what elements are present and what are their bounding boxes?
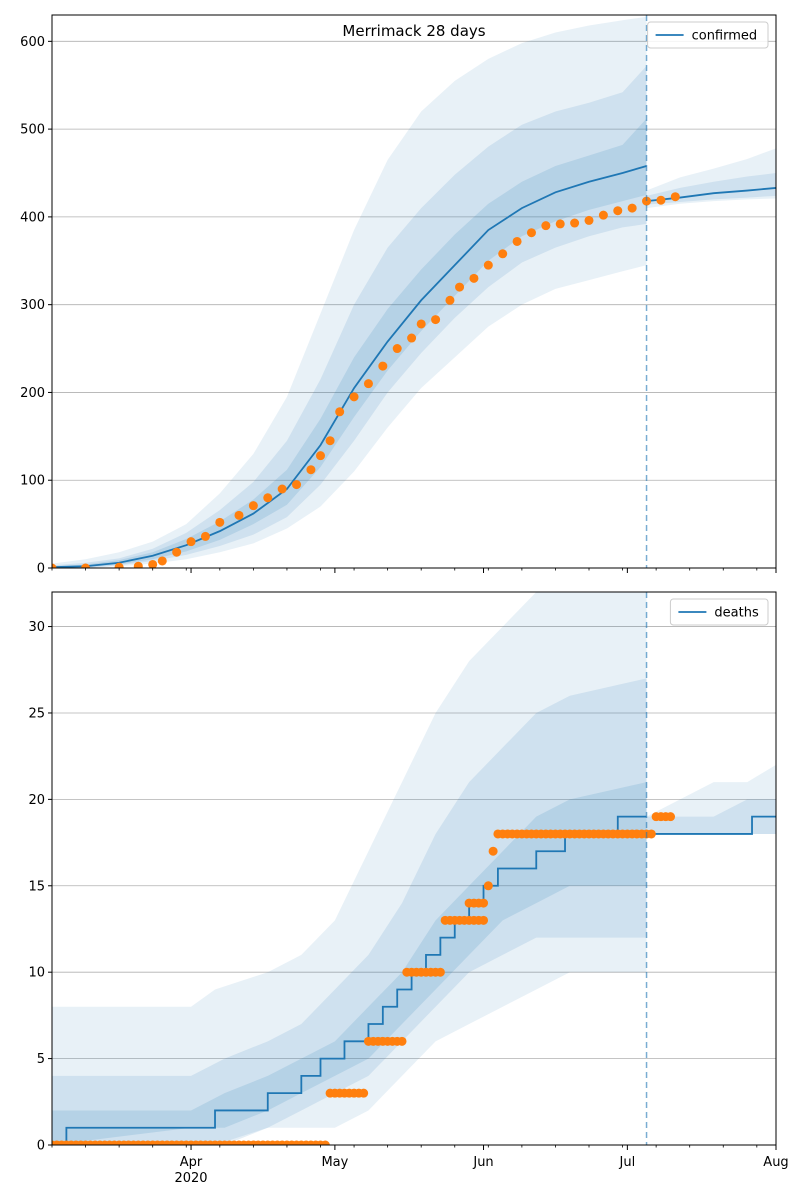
observed-point [392, 344, 402, 354]
x-tick-label: Jul [619, 1155, 636, 1170]
uncertainty-band-outer [52, 592, 647, 1145]
observed-point [378, 361, 388, 371]
observed-point [363, 379, 373, 389]
observed-point [416, 319, 426, 329]
median-line [52, 815, 647, 1145]
observed-point [359, 1088, 369, 1098]
y-tick-label: 15 [28, 879, 45, 894]
observed-point [407, 333, 417, 343]
median-line [52, 165, 647, 568]
observed-point [455, 282, 465, 292]
observed-point [263, 493, 273, 503]
observed-point [642, 196, 652, 206]
x-tick-label: May [321, 1155, 348, 1170]
observed-point [335, 407, 345, 417]
observed-point [541, 221, 551, 231]
observed-point [148, 559, 158, 568]
observed-point [555, 219, 565, 229]
observed-point [325, 436, 335, 446]
observed-point [320, 1140, 330, 1145]
y-tick-label: 300 [20, 298, 45, 313]
x-tick-label: Aug [763, 1155, 788, 1170]
observed-point [512, 236, 522, 246]
observed-point [114, 562, 124, 568]
y-tick-label: 400 [20, 210, 45, 225]
y-tick-label: 25 [28, 706, 45, 721]
chart-title: Merrimack 28 days [342, 22, 485, 40]
forecast-median-line [646, 187, 776, 202]
uncertainty-band-middle [52, 678, 647, 1145]
observed-point [172, 547, 182, 557]
observed-point [157, 556, 167, 566]
y-tick-label: 600 [20, 35, 45, 50]
observed-point [526, 228, 536, 238]
observed-point [570, 218, 580, 228]
x-tick-sublabel: 2020 [174, 1171, 207, 1186]
observed-point [200, 531, 210, 541]
y-tick-label: 100 [20, 474, 45, 489]
plot-area [52, 592, 776, 1145]
observed-point [397, 1036, 407, 1046]
uncertainty-band-outer [52, 16, 647, 568]
observed-point [598, 210, 608, 220]
observed-point [656, 195, 666, 205]
observed-point [488, 846, 498, 856]
observed-point [479, 915, 489, 925]
observed-point [234, 510, 244, 520]
uncertainty-band-forecast-inner [646, 799, 776, 834]
y-tick-label: 0 [37, 562, 45, 577]
observed-point [584, 215, 594, 225]
y-tick-label: 0 [37, 1139, 45, 1154]
observed-point [248, 501, 258, 511]
observed-point [670, 192, 680, 202]
uncertainty-band-inner [52, 118, 647, 568]
observed-point [52, 563, 57, 568]
legend-label: confirmed [692, 29, 758, 44]
x-tick-label: Jun [472, 1155, 493, 1170]
plot-area [52, 16, 776, 568]
observed-point [349, 392, 359, 402]
observed-point [613, 206, 623, 216]
y-tick-label: 20 [28, 793, 45, 808]
legend-label: deaths [714, 606, 759, 621]
observed-point [431, 315, 441, 325]
y-tick-label: 200 [20, 386, 45, 401]
observed-point [186, 537, 196, 547]
observed-point [479, 898, 489, 908]
observed-point [292, 480, 302, 490]
legend-box [669, 598, 769, 626]
x-tick-label: Apr [180, 1155, 203, 1170]
plot-frame [51, 14, 777, 569]
uncertainty-band-forecast-outer [646, 764, 776, 834]
observed-point [498, 249, 508, 259]
observed-point [316, 451, 326, 461]
legend-box [647, 21, 769, 49]
observed-point [666, 812, 676, 822]
observed-point [483, 260, 493, 270]
observed-point [133, 561, 143, 568]
y-tick-label: 500 [20, 123, 45, 138]
observed-point [81, 563, 91, 568]
y-tick-label: 10 [28, 966, 45, 981]
observed-point [483, 881, 493, 891]
observed-point [435, 967, 445, 977]
observed-point [277, 484, 287, 494]
observed-point [469, 273, 479, 283]
uncertainty-band-middle [52, 65, 647, 568]
observed-point [445, 295, 455, 305]
observed-point [646, 829, 656, 839]
forecast-median-line [646, 815, 776, 835]
observed-point [215, 517, 225, 527]
observed-point [627, 203, 637, 213]
plot-frame [51, 591, 777, 1146]
observed-point [306, 465, 316, 475]
y-tick-label: 5 [37, 1052, 45, 1067]
uncertainty-band-forecast-outer [646, 148, 776, 209]
y-tick-label: 30 [28, 620, 45, 635]
